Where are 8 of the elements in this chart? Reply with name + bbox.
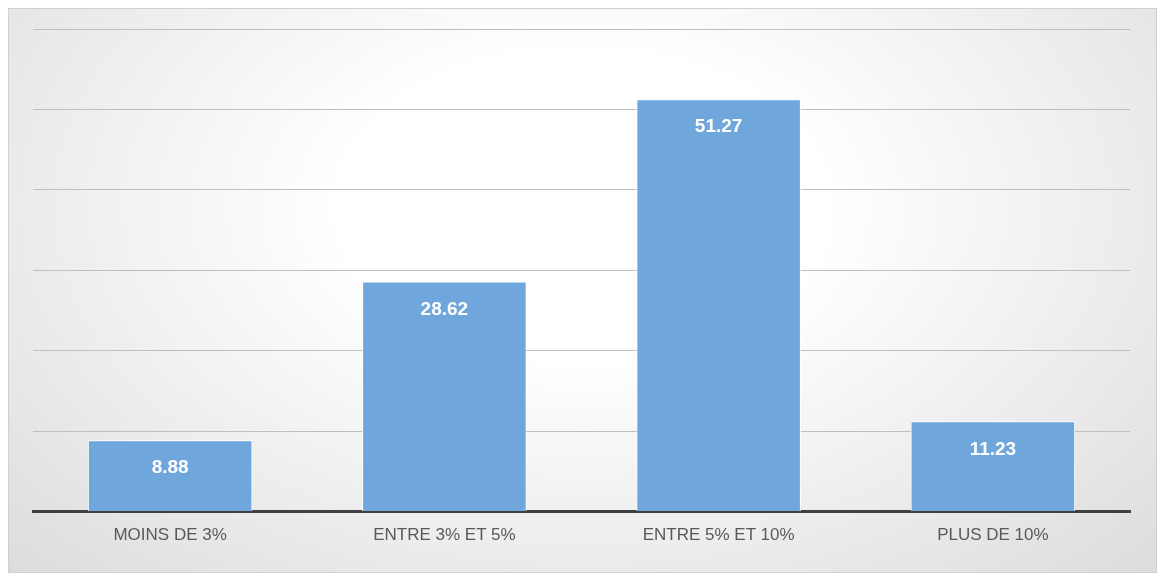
data-label: 51.27 [694,115,743,137]
x-tick-label: ENTRE 3% ET 5% [373,525,516,545]
data-label: 8.88 [151,456,189,478]
x-tick-label: ENTRE 5% ET 10% [642,525,795,545]
x-tick-label: MOINS DE 3% [113,525,227,545]
x-tick-label: PLUS DE 10% [937,525,1049,545]
data-label: 11.23 [969,437,1017,459]
data-label: 28.62 [420,297,469,319]
